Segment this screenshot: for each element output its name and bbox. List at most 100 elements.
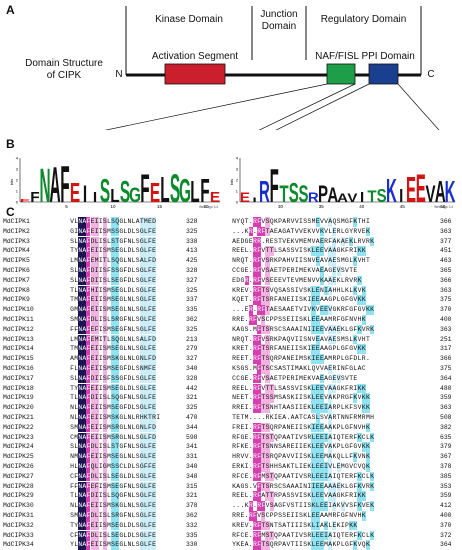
residue: N xyxy=(78,452,83,462)
logo-left-letter: F xyxy=(60,157,69,214)
residue: S xyxy=(111,393,116,403)
residue: G xyxy=(119,237,124,245)
alignment-row: MdCIPK29 T L N A F D I I S L S Q G F N L S G L F E 321 R E E L. R F A… xyxy=(0,491,462,501)
residue: A xyxy=(294,414,299,421)
residue: N xyxy=(307,335,312,343)
residue: G xyxy=(336,384,341,392)
position-number: 325 xyxy=(186,404,198,412)
position-number: 363 xyxy=(440,325,452,333)
residue: P xyxy=(336,355,341,363)
residue: S xyxy=(70,267,74,274)
residue: K xyxy=(311,305,316,315)
residue: S xyxy=(135,365,140,372)
residue: T xyxy=(261,364,266,374)
residue: A xyxy=(82,530,87,541)
logo-right-credit: WebLogo 3.4 xyxy=(434,205,453,209)
residue: S xyxy=(135,267,140,274)
residue: K xyxy=(319,226,324,237)
residue: V xyxy=(336,266,341,276)
residue: S xyxy=(102,354,107,364)
sequence-name: MdCIPK6 xyxy=(3,267,30,274)
position-number: 400 xyxy=(440,316,452,323)
position-number: 328 xyxy=(186,374,198,382)
residue: N xyxy=(232,218,236,225)
residue: L xyxy=(131,521,136,529)
residue: R xyxy=(236,423,241,431)
residue: V xyxy=(345,374,349,382)
residue: A xyxy=(332,324,337,335)
residue: E xyxy=(319,305,324,315)
residue: R xyxy=(232,512,236,519)
residue: M xyxy=(107,286,111,294)
activation-segment-box xyxy=(164,63,226,85)
residue: E xyxy=(286,237,291,245)
residue: F xyxy=(147,393,152,403)
residue: A xyxy=(82,315,87,325)
residue: G xyxy=(119,267,124,274)
residue: A xyxy=(282,335,287,343)
residue: F xyxy=(349,443,354,451)
residue: H xyxy=(361,335,366,343)
residue: V xyxy=(311,374,316,382)
residue: R xyxy=(273,541,278,549)
residue: L xyxy=(143,422,148,433)
residue: G xyxy=(139,295,144,305)
residue: K xyxy=(303,316,308,323)
residue: A xyxy=(307,414,312,421)
residue: I xyxy=(299,325,303,333)
residue: H xyxy=(361,257,366,265)
residue: L xyxy=(131,482,136,490)
residue: R xyxy=(232,492,236,500)
residue: V xyxy=(307,306,312,314)
sequence-name: MdCIPK22 xyxy=(3,423,34,431)
residue: S xyxy=(345,335,349,343)
residue: K xyxy=(232,325,236,333)
residue: G xyxy=(240,433,245,441)
residue: F xyxy=(94,481,99,492)
residue: F xyxy=(86,422,91,433)
residue: I xyxy=(94,452,99,462)
residue: L xyxy=(345,482,349,490)
residue: N xyxy=(307,257,312,265)
residue: C xyxy=(361,433,366,441)
residue: R xyxy=(236,316,241,323)
residue: F xyxy=(123,267,128,274)
residue: G xyxy=(135,423,140,431)
residue: S xyxy=(102,501,107,511)
residue: E xyxy=(319,403,324,413)
residue: M xyxy=(74,433,79,441)
residue: M xyxy=(107,463,111,470)
residue: . xyxy=(240,227,245,235)
position-number: 370 xyxy=(440,521,452,529)
residue: I xyxy=(98,306,103,314)
residue: F xyxy=(257,344,262,354)
residue: F xyxy=(147,305,152,315)
residue: M xyxy=(107,482,111,490)
residue: V xyxy=(294,276,299,284)
logo-left-ytick: 3 xyxy=(16,167,19,172)
residue: R xyxy=(236,521,241,529)
residue: V xyxy=(299,531,303,539)
residue: S xyxy=(290,384,295,392)
residue: E xyxy=(236,414,241,421)
residue: V xyxy=(361,482,366,490)
residue: F xyxy=(147,530,152,541)
residue: L xyxy=(143,315,148,325)
residue: N xyxy=(139,364,144,374)
zoom-line-1 xyxy=(104,83,328,130)
residue: G xyxy=(119,276,124,284)
residue: S xyxy=(102,413,107,423)
logo-right-letter: K xyxy=(386,174,397,210)
residue: Q xyxy=(269,423,274,431)
residue: N xyxy=(78,520,83,531)
residue: T xyxy=(290,227,295,235)
residue: F xyxy=(147,481,152,492)
residue: E xyxy=(115,344,120,354)
residue: A xyxy=(328,383,333,394)
residue: A xyxy=(232,237,236,245)
residue: L xyxy=(123,472,128,480)
residue: I xyxy=(98,227,103,235)
residue: A xyxy=(332,246,337,256)
residue: M xyxy=(253,365,257,372)
